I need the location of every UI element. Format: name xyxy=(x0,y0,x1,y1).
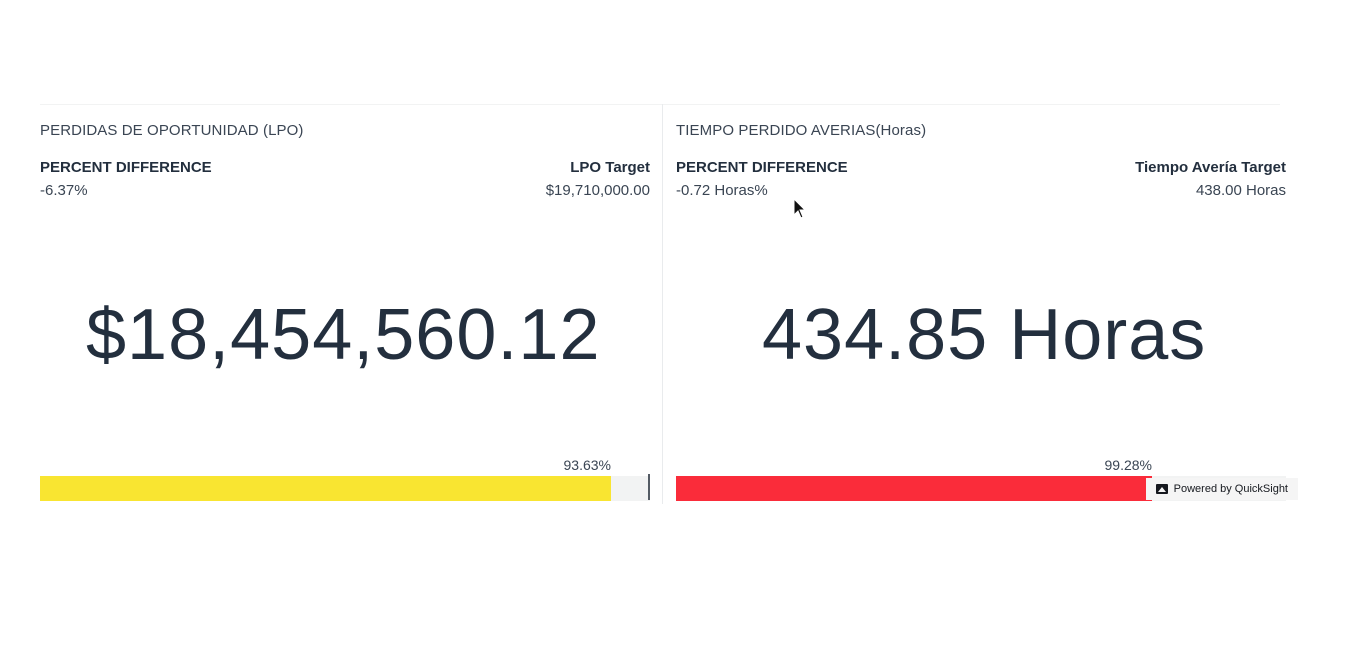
kpi-title: TIEMPO PERDIDO AVERIAS(Horas) xyxy=(676,122,927,139)
percent-difference-label: PERCENT DIFFERENCE xyxy=(676,159,848,176)
kpi-title: PERDIDAS DE OPORTUNIDAD (LPO) xyxy=(40,122,304,139)
target-value: 438.00 Horas xyxy=(1195,182,1286,199)
progress-percent-label: 99.28% xyxy=(1104,457,1152,473)
percent-difference-value: -0.72 Horas% xyxy=(676,182,768,199)
progress-bar-fill xyxy=(40,476,611,501)
quicksight-icon xyxy=(1155,484,1168,494)
target-label: LPO Target xyxy=(570,159,650,176)
percent-difference-value: -6.37% xyxy=(40,182,88,199)
percent-difference-label: PERCENT DIFFERENCE xyxy=(40,159,212,176)
progress-percent-label: 93.63% xyxy=(563,457,611,473)
progress-bar-track xyxy=(40,476,650,501)
target-marker xyxy=(648,474,650,500)
powered-by-quicksight[interactable]: Powered by QuickSight xyxy=(1145,478,1298,500)
target-value: $19,710,000.00 xyxy=(545,182,650,199)
target-label: Tiempo Avería Target xyxy=(1135,159,1286,176)
kpi-card-lpo[interactable]: PERDIDAS DE OPORTUNIDAD (LPO) PERCENT DI… xyxy=(40,106,652,506)
kpi-main-value: $18,454,560.12 xyxy=(86,295,601,375)
kpi-divider xyxy=(662,104,663,504)
mouse-cursor-icon xyxy=(793,198,807,219)
panel-top-border xyxy=(40,104,1280,105)
kpi-main-value: 434.85 Horas xyxy=(762,295,1207,375)
powered-by-label: Powered by QuickSight xyxy=(1173,483,1288,495)
progress-bar-fill xyxy=(676,476,1152,501)
kpi-card-tiempo[interactable]: TIEMPO PERDIDO AVERIAS(Horas) PERCENT DI… xyxy=(676,106,1298,506)
